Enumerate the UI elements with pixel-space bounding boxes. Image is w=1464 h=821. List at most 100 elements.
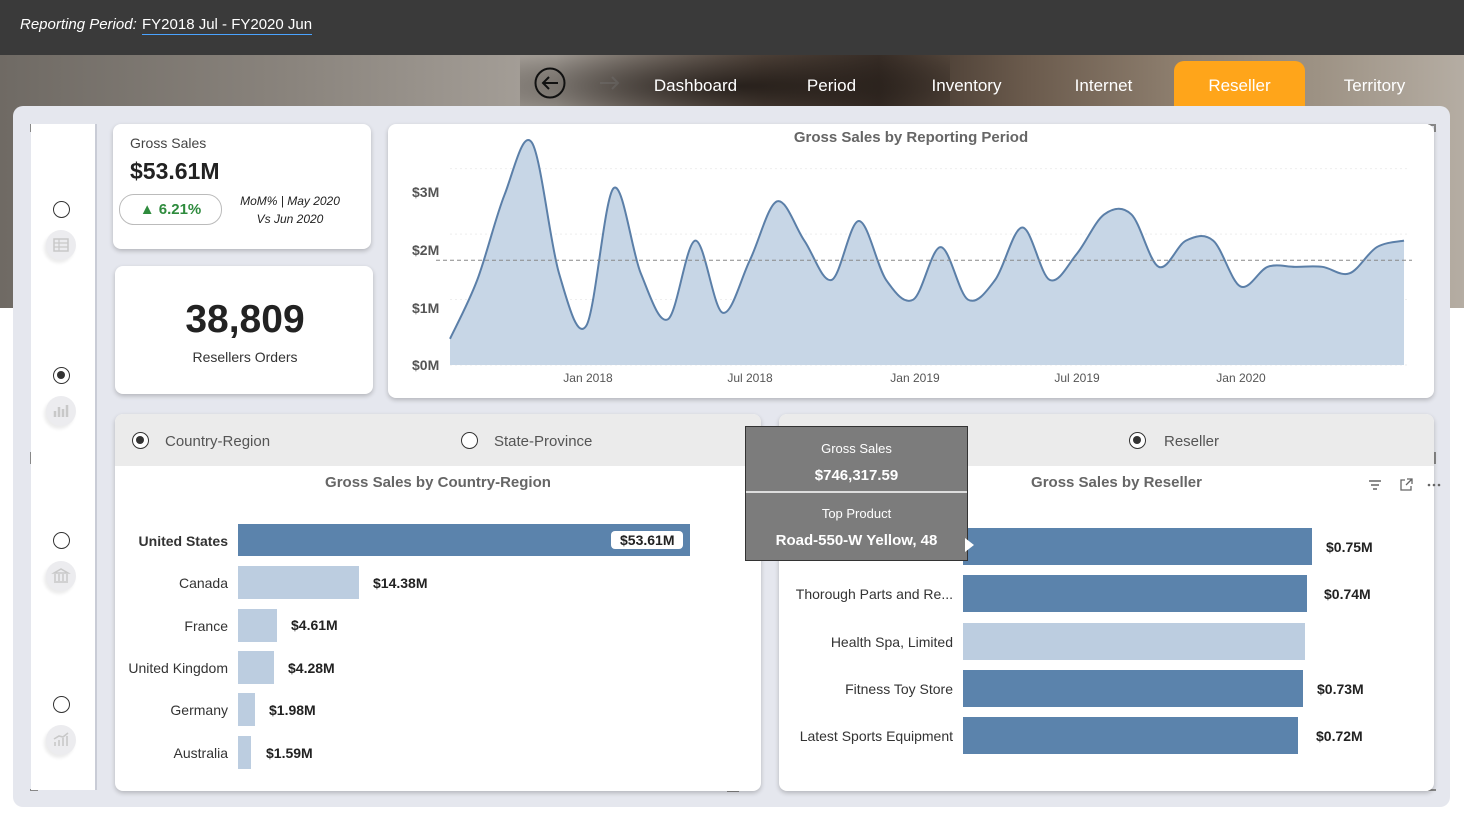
reseller-radio[interactable] (1129, 432, 1146, 449)
country-region-panel: Country-Region State-Province Gross Sale… (115, 414, 761, 791)
y-tick-label: $3M (412, 184, 439, 200)
reseller-chart-title: Gross Sales by Reseller (1031, 474, 1202, 491)
resize-handle[interactable] (1428, 789, 1436, 791)
x-tick-label: Jan 2018 (563, 371, 613, 385)
tab-territory[interactable]: Territory (1343, 76, 1406, 95)
rail-radio-1[interactable] (53, 201, 70, 218)
bar-value-label: $0.74M (1324, 586, 1371, 602)
resize-handle[interactable] (1433, 452, 1436, 464)
orders-label: Resellers Orders (192, 349, 298, 365)
mom-caption: MoM% | May 2020 Vs Jun 2020 (225, 192, 355, 228)
tab-period[interactable]: Period (806, 76, 857, 95)
bar-category-label: Germany (170, 702, 228, 718)
tooltip-value: $746,317.59 (814, 467, 899, 484)
bar-value-label: $0.75M (1326, 539, 1373, 555)
line-chart-title: Gross Sales by Reporting Period (793, 129, 1029, 146)
resize-handle[interactable] (1434, 124, 1436, 132)
gross-sales-period-chart[interactable]: Gross Sales by Reporting Period $3M $2M … (388, 124, 1434, 398)
filter-icon[interactable] (1367, 477, 1383, 493)
resize-handle[interactable] (30, 789, 38, 791)
bar-chart-icon (46, 396, 76, 426)
y-tick-label: $1M (412, 300, 439, 316)
rail-radio-2[interactable] (53, 367, 70, 384)
x-tick-label: Jan 2019 (890, 371, 940, 385)
bar-value-label: $0.72M (1316, 728, 1363, 744)
more-options-icon[interactable] (1426, 480, 1442, 490)
bar-value-label: $0.73M (1317, 681, 1364, 697)
tooltip-value: Road-550-W Yellow, 48 (775, 532, 938, 549)
state-province-option[interactable]: State-Province (494, 433, 593, 450)
bar-fitness-toy-store[interactable] (963, 670, 1303, 707)
circle-arrow-left-icon[interactable] (534, 67, 566, 99)
tab-dashboard[interactable]: Dashboard (653, 76, 738, 95)
arrow-right-icon[interactable] (594, 67, 626, 99)
rail-radio-3[interactable] (53, 532, 70, 549)
bar-category-label: France (184, 618, 228, 634)
tab-internet[interactable]: Internet (1074, 76, 1133, 95)
trend-chart-icon (46, 725, 76, 755)
x-tick-label: Jul 2018 (727, 371, 773, 385)
reseller-orders-card[interactable]: 38,809 Resellers Orders (115, 266, 373, 394)
bar-reseller-1[interactable] (963, 528, 1312, 565)
reporting-period-label: Reporting Period: (20, 16, 137, 33)
mom-caption-line2: Vs Jun 2020 (256, 212, 324, 226)
focus-mode-icon[interactable] (1398, 477, 1414, 493)
bar-latest-sports-equipment[interactable] (963, 717, 1298, 754)
tooltip-key: Top Product (821, 506, 892, 521)
bar-value-label: $1.98M (269, 702, 316, 718)
tab-inventory[interactable]: Inventory (931, 76, 1002, 95)
reporting-period-value[interactable]: FY2018 Jul - FY2020 Jun (142, 16, 313, 35)
bar-value-label: $14.38M (373, 575, 428, 591)
x-tick-label: Jul 2019 (1054, 371, 1100, 385)
bar-united-kingdom[interactable] (238, 651, 274, 684)
bar-value-label: $53.61M (611, 531, 684, 549)
bar-health-spa[interactable] (963, 623, 1305, 660)
bar-value-label: $4.28M (288, 660, 335, 676)
mom-change-badge: ▲ 6.21% (119, 194, 222, 225)
geo-toggle: Country-Region State-Province (115, 414, 761, 466)
bar-category-label: Health Spa, Limited (830, 634, 953, 650)
area-series-fill (450, 140, 1404, 365)
tooltip-key: Gross Sales (821, 441, 892, 456)
bar-category-label: Canada (178, 575, 228, 591)
state-province-radio[interactable] (461, 432, 478, 449)
bar-france[interactable] (238, 609, 277, 642)
bar-category-label: United States (138, 533, 228, 549)
country-region-radio[interactable] (132, 432, 149, 449)
bar-thorough-parts[interactable] (963, 575, 1307, 612)
bar-value-label: $1.59M (266, 745, 313, 761)
kpi-value: $53.61M (130, 158, 220, 184)
bar-australia[interactable] (238, 736, 251, 769)
bar-category-label: United Kingdom (128, 660, 228, 676)
country-region-option[interactable]: Country-Region (165, 433, 271, 450)
orders-value: 38,809 (185, 298, 305, 341)
tooltip-divider (746, 491, 967, 493)
hero-shade (520, 55, 950, 107)
bar-category-label: Australia (173, 745, 228, 761)
resize-handle[interactable] (1428, 124, 1436, 126)
building-icon (46, 561, 76, 591)
bar-value-label: $4.61M (291, 617, 338, 633)
area-chart-svg: $3M $2M $1M $0M Jan 2018 Jul 2018 Jan 20… (412, 139, 1412, 385)
tooltip-pointer-icon (965, 538, 974, 552)
data-tooltip: Gross Sales $746,317.59 Top Product Road… (745, 426, 968, 561)
country-chart-title: Gross Sales by Country-Region (325, 474, 551, 491)
bar-category-label: Latest Sports Equipment (799, 728, 953, 744)
y-tick-label: $2M (412, 242, 439, 258)
tab-reseller[interactable]: Reseller (1174, 61, 1305, 106)
chart-type-selector (31, 124, 97, 790)
x-tick-label: Jan 2020 (1216, 371, 1266, 385)
kpi-title: Gross Sales (130, 135, 207, 151)
area-series-line[interactable] (449, 139, 1405, 340)
bar-category-label: Thorough Parts and Re... (795, 586, 953, 602)
reseller-option[interactable]: Reseller (1164, 433, 1220, 450)
mom-caption-line1: MoM% | May 2020 (240, 194, 340, 208)
rail-radio-4[interactable] (53, 696, 70, 713)
bar-canada[interactable] (238, 566, 359, 599)
gross-sales-card[interactable]: Gross Sales $53.61M ▲ 6.21% MoM% | May 2… (113, 124, 371, 249)
table-icon (46, 230, 76, 260)
bar-germany[interactable] (238, 693, 255, 726)
bar-category-label: Fitness Toy Store (845, 681, 953, 697)
top-bar: Reporting Period: FY2018 Jul - FY2020 Ju… (0, 0, 1464, 55)
y-tick-label: $0M (412, 357, 439, 373)
